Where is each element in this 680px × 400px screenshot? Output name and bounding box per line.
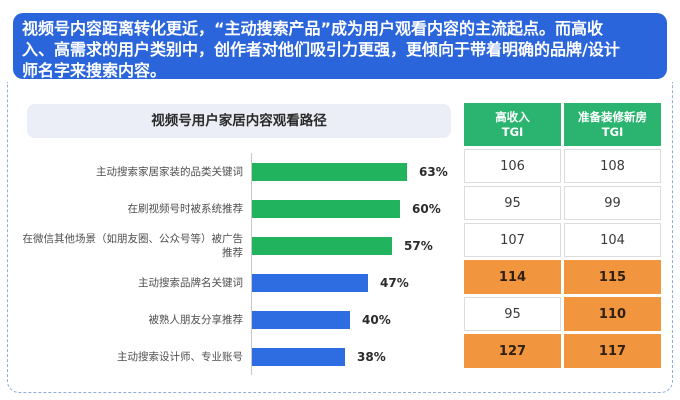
headline-line-2: 入、高需求的用户类别中，创作者对他们吸引力更强，更倾向于带着明确的品牌/设计: [22, 40, 620, 59]
bar: [252, 311, 350, 329]
header-line: TGI: [501, 124, 524, 139]
tgi-cell: 115: [564, 260, 661, 294]
tgi-header-high-income: 高收入 TGI: [464, 103, 561, 146]
bar: [252, 348, 345, 366]
bar-value: 47%: [380, 276, 409, 290]
bar-label: 在刷视频号时被系统推荐: [127, 203, 244, 215]
bar-wrap: 57%: [252, 237, 433, 255]
tgi-cell: 99: [564, 186, 661, 220]
chart-row-1: 主动搜索家居家装的品类关键词 63%: [8, 163, 463, 181]
bar-label: 被熟人朋友分享推荐: [148, 314, 244, 326]
bar-value: 60%: [412, 202, 441, 216]
tgi-cell: 95: [464, 186, 561, 220]
bar: [252, 237, 392, 255]
tgi-cell: 127: [464, 334, 561, 368]
tgi-cell: 107: [464, 223, 561, 257]
bar-value: 38%: [357, 350, 386, 364]
chart-row-6: 主动搜索设计师、专业账号 38%: [8, 348, 463, 366]
chart-row-5: 被熟人朋友分享推荐 40%: [8, 311, 463, 329]
chart-row-2: 在刷视频号时被系统推荐 60%: [8, 200, 463, 218]
tgi-cell: 108: [564, 149, 661, 183]
tgi-table: 高收入 TGI 准备装修新房 TGI 106 108 95 99 107 104…: [464, 103, 661, 368]
bar-value: 40%: [362, 313, 391, 327]
bar-wrap: 60%: [252, 200, 441, 218]
tgi-cell: 110: [564, 297, 661, 331]
tgi-cell: 104: [564, 223, 661, 257]
tgi-table-header: 高收入 TGI 准备装修新房 TGI: [464, 103, 661, 146]
tgi-cell: 114: [464, 260, 561, 294]
bar-label: 主动搜索家居家装的品类关键词: [96, 166, 243, 178]
chart-row-3: 在微信其他场景（如朋友圈、公众号等）被广告推荐 57%: [8, 233, 463, 259]
header-line: 高收入: [495, 109, 530, 124]
tgi-cell: 106: [464, 149, 561, 183]
chart-row-4: 主动搜索品牌名关键词 47%: [8, 274, 463, 292]
bar-value: 57%: [404, 239, 433, 253]
chart-axis-line: [251, 153, 252, 375]
bar-label: 主动搜索品牌名关键词: [138, 277, 243, 289]
tgi-cell: 117: [564, 334, 661, 368]
headline-line-1: 视频号内容距离转化更近，“主动搜索产品”成为用户观看内容的主流起点。而高收: [22, 19, 604, 38]
header-line: 准备装修新房: [578, 109, 647, 124]
bar: [252, 163, 407, 181]
headline-line-3: 师名字来搜索内容。: [22, 61, 167, 80]
content-card: 视频号用户家居内容观看路径 主动搜索家居家装的品类关键词 63% 在刷视频号时被…: [7, 82, 673, 393]
bar-wrap: 40%: [252, 311, 391, 329]
tgi-header-renovating: 准备装修新房 TGI: [564, 103, 661, 146]
tgi-cell: 95: [464, 297, 561, 331]
bar-wrap: 63%: [252, 163, 448, 181]
bar-label: 在微信其他场景（如朋友圈、公众号等）被广告推荐: [22, 233, 244, 259]
bar: [252, 274, 368, 292]
bar: [252, 200, 400, 218]
tgi-table-body: 106 108 95 99 107 104 114 115 95 110 127…: [464, 149, 661, 368]
chart-title: 视频号用户家居内容观看路径: [27, 104, 451, 138]
bar-label: 主动搜索设计师、专业账号: [117, 351, 243, 363]
header-line: TGI: [601, 124, 624, 139]
bar-value: 63%: [419, 165, 448, 179]
bar-wrap: 38%: [252, 348, 386, 366]
bar-wrap: 47%: [252, 274, 409, 292]
headline-banner: 视频号内容距离转化更近，“主动搜索产品”成为用户观看内容的主流起点。而高收 入、…: [13, 13, 667, 80]
